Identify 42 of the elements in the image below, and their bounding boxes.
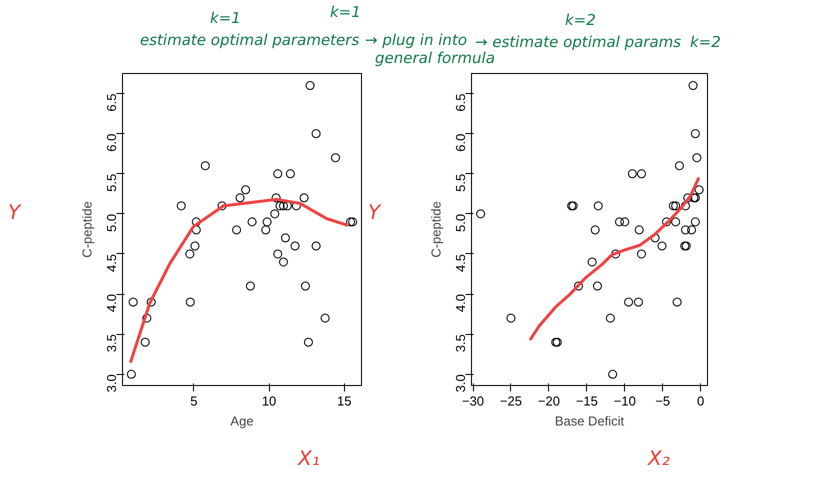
x-tick-label: 15: [336, 394, 352, 408]
y-tick-label: 4.0: [104, 294, 119, 312]
y-tick-label: 5.0: [453, 214, 468, 232]
y-tick-label: 3.5: [453, 334, 468, 352]
y-tick-label: 4.0: [453, 294, 468, 312]
x-tick-label: 0: [697, 394, 704, 408]
text: k=2: [565, 10, 596, 31]
text: estimate optimal parameters: [140, 30, 360, 51]
x-tick-label: −20: [538, 394, 560, 408]
text: k=1: [330, 2, 361, 23]
y-tick-label: 6.5: [104, 94, 119, 112]
x-tick-label: 10: [262, 394, 276, 408]
y-tick-label: 5.5: [104, 174, 119, 192]
y-axis-title: C-peptide: [80, 201, 94, 258]
y-tick-label: 3.5: [104, 334, 119, 352]
text: k=1: [210, 8, 241, 29]
text: X₂: [648, 445, 670, 472]
y-tick-label: 6.0: [104, 134, 119, 152]
y-tick-label: 6.0: [453, 134, 468, 152]
y-tick-label: 4.5: [453, 254, 468, 272]
x-tick-label: −5: [655, 394, 670, 408]
x-tick-label: −30: [462, 394, 484, 408]
text: Y: [368, 199, 380, 226]
text: → plug in into: [365, 30, 467, 51]
y-tick-label: 3.0: [453, 374, 468, 392]
text: → estimate optimal params: [475, 32, 682, 52]
text: Y: [8, 199, 20, 226]
x-axis-title: Age: [230, 414, 254, 428]
y-tick-label: 4.5: [104, 254, 119, 272]
text: k=2: [690, 32, 721, 53]
x-tick-label: −15: [576, 394, 598, 408]
y-axis-title: C-peptide: [428, 201, 444, 258]
text: X₁: [298, 445, 320, 472]
y-tick-label: 5.0: [104, 214, 119, 232]
x-tick-label: 5: [190, 394, 198, 408]
y-tick-label: 5.5: [453, 174, 468, 192]
y-tick-label: 6.5: [453, 94, 468, 112]
x-tick-label: −25: [500, 394, 522, 408]
y-tick-label: 3.0: [104, 374, 119, 392]
x-tick-label: −10: [614, 394, 636, 408]
text: general formula: [375, 48, 495, 69]
x-axis-title: Base Deficit: [554, 414, 625, 428]
